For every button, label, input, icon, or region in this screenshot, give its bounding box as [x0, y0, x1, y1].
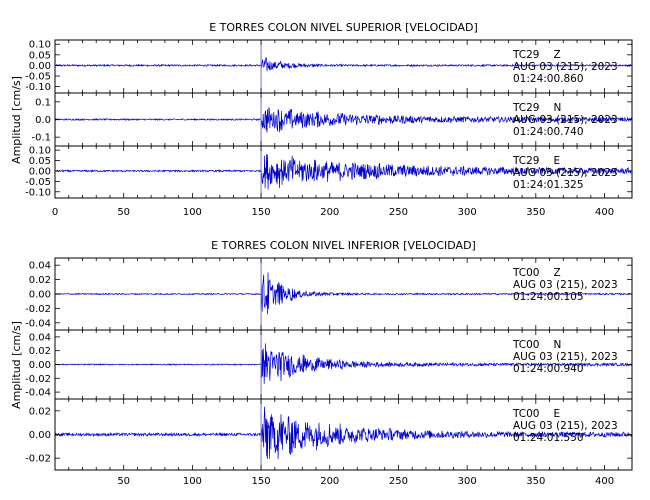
y-axis-label: Amplitud [cm/s]: [10, 321, 23, 409]
x-tick-label: 350: [526, 476, 545, 487]
y-tick-label: 0.00: [29, 430, 51, 441]
station-label: TC00 Z: [512, 267, 561, 279]
seismic-trace-line: [54, 107, 632, 133]
station-label: TC00 N: [512, 339, 561, 351]
y-tick-label: -0.02: [25, 374, 51, 385]
chart-title: E TORRES COLON NIVEL SUPERIOR [VELOCIDAD…: [209, 21, 478, 34]
x-tick-label: 150: [252, 207, 271, 218]
record-date: AUG 03 (215), 2023: [513, 61, 618, 73]
x-tick-label: 400: [595, 476, 614, 487]
x-tick-label: 300: [458, 207, 477, 218]
y-tick-label: 0.10: [29, 40, 51, 51]
y-tick-label: -0.10: [25, 187, 51, 198]
y-tick-label: -0.1: [31, 133, 51, 144]
y-tick-label: -0.10: [25, 82, 51, 93]
record-time: 01:24:00.860: [513, 73, 584, 85]
y-tick-label: 0.02: [29, 346, 51, 357]
x-tick-label: 350: [526, 207, 545, 218]
y-tick-label: 0.00: [29, 166, 51, 177]
x-tick-label: 150: [252, 476, 271, 487]
y-tick-label: 0.1: [35, 97, 51, 108]
y-tick-label: -0.02: [25, 454, 51, 465]
x-tick-label: 300: [458, 476, 477, 487]
station-code: TC00: [512, 408, 540, 420]
chart-title: E TORRES COLON NIVEL INFERIOR [VELOCIDAD…: [211, 239, 476, 252]
station-code: TC29: [512, 155, 540, 167]
y-tick-label: 0.0: [35, 115, 51, 126]
x-tick-label: 50: [117, 476, 130, 487]
y-tick-label: -0.05: [25, 72, 51, 83]
station-label: TC29 N: [512, 102, 561, 114]
seismic-trace-line: [54, 343, 632, 385]
station-label: TC00 E: [512, 408, 560, 420]
record-time: 01:24:00.940: [513, 363, 584, 375]
component-code: Z: [554, 267, 561, 279]
y-tick-label: 0.00: [29, 360, 51, 371]
chart-group-0: E TORRES COLON NIVEL SUPERIOR [VELOCIDAD…: [10, 21, 633, 218]
seismic-trace-line: [54, 406, 632, 460]
y-tick-label: 0.02: [29, 406, 51, 417]
record-date: AUG 03 (215), 2023: [513, 351, 618, 363]
seismic-trace-line: [54, 272, 632, 315]
y-tick-label: 0.05: [29, 156, 51, 167]
station-code: TC29: [512, 49, 540, 61]
y-tick-label: 0.04: [29, 261, 51, 272]
y-tick-label: 0.00: [29, 61, 51, 72]
x-tick-label: 200: [320, 476, 339, 487]
station-code: TC00: [512, 339, 540, 351]
component-code: N: [554, 339, 562, 351]
component-code: E: [554, 155, 561, 167]
y-tick-label: 0.10: [29, 146, 51, 157]
record-date: AUG 03 (215), 2023: [513, 279, 618, 291]
chart-group-1: E TORRES COLON NIVEL INFERIOR [VELOCIDAD…: [10, 239, 633, 487]
y-tick-label: -0.05: [25, 177, 51, 188]
x-tick-label: 50: [117, 207, 130, 218]
x-tick-label: 200: [320, 207, 339, 218]
y-tick-label: -0.02: [25, 304, 51, 315]
x-tick-label: 100: [183, 207, 202, 218]
y-tick-label: 0.05: [29, 50, 51, 61]
component-code: Z: [554, 49, 561, 61]
x-tick-label: 100: [183, 476, 202, 487]
record-time: 01:24:00.105: [513, 291, 584, 303]
y-axis-label: Amplitud [cm/s]: [10, 76, 23, 164]
x-tick-label: 0: [52, 207, 58, 218]
record-time: 01:24:00.740: [513, 126, 584, 138]
x-tick-label: 250: [389, 476, 408, 487]
record-time: 01:24:01.325: [513, 179, 584, 191]
y-tick-label: -0.04: [25, 388, 51, 399]
y-tick-label: -0.04: [25, 318, 51, 329]
station-label: TC29 E: [512, 155, 560, 167]
seismic-trace-line: [54, 57, 632, 72]
record-time: 01:24:01.550: [513, 432, 584, 444]
y-tick-label: 0.00: [29, 290, 51, 301]
seismic-trace-line: [54, 154, 632, 190]
y-tick-label: 0.04: [29, 332, 51, 343]
record-date: AUG 03 (215), 2023: [513, 114, 618, 126]
y-tick-label: 0.02: [29, 275, 51, 286]
record-date: AUG 03 (215), 2023: [513, 420, 618, 432]
record-date: AUG 03 (215), 2023: [513, 167, 618, 179]
x-tick-label: 400: [595, 207, 614, 218]
station-label: TC29 Z: [512, 49, 561, 61]
component-code: E: [554, 408, 561, 420]
station-code: TC29: [512, 102, 540, 114]
station-code: TC00: [512, 267, 540, 279]
x-tick-label: 250: [389, 207, 408, 218]
component-code: N: [554, 102, 562, 114]
